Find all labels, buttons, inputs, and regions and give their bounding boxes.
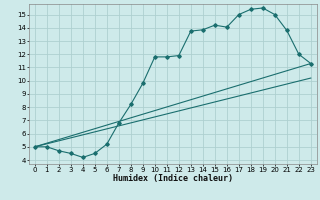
X-axis label: Humidex (Indice chaleur): Humidex (Indice chaleur) (113, 174, 233, 183)
